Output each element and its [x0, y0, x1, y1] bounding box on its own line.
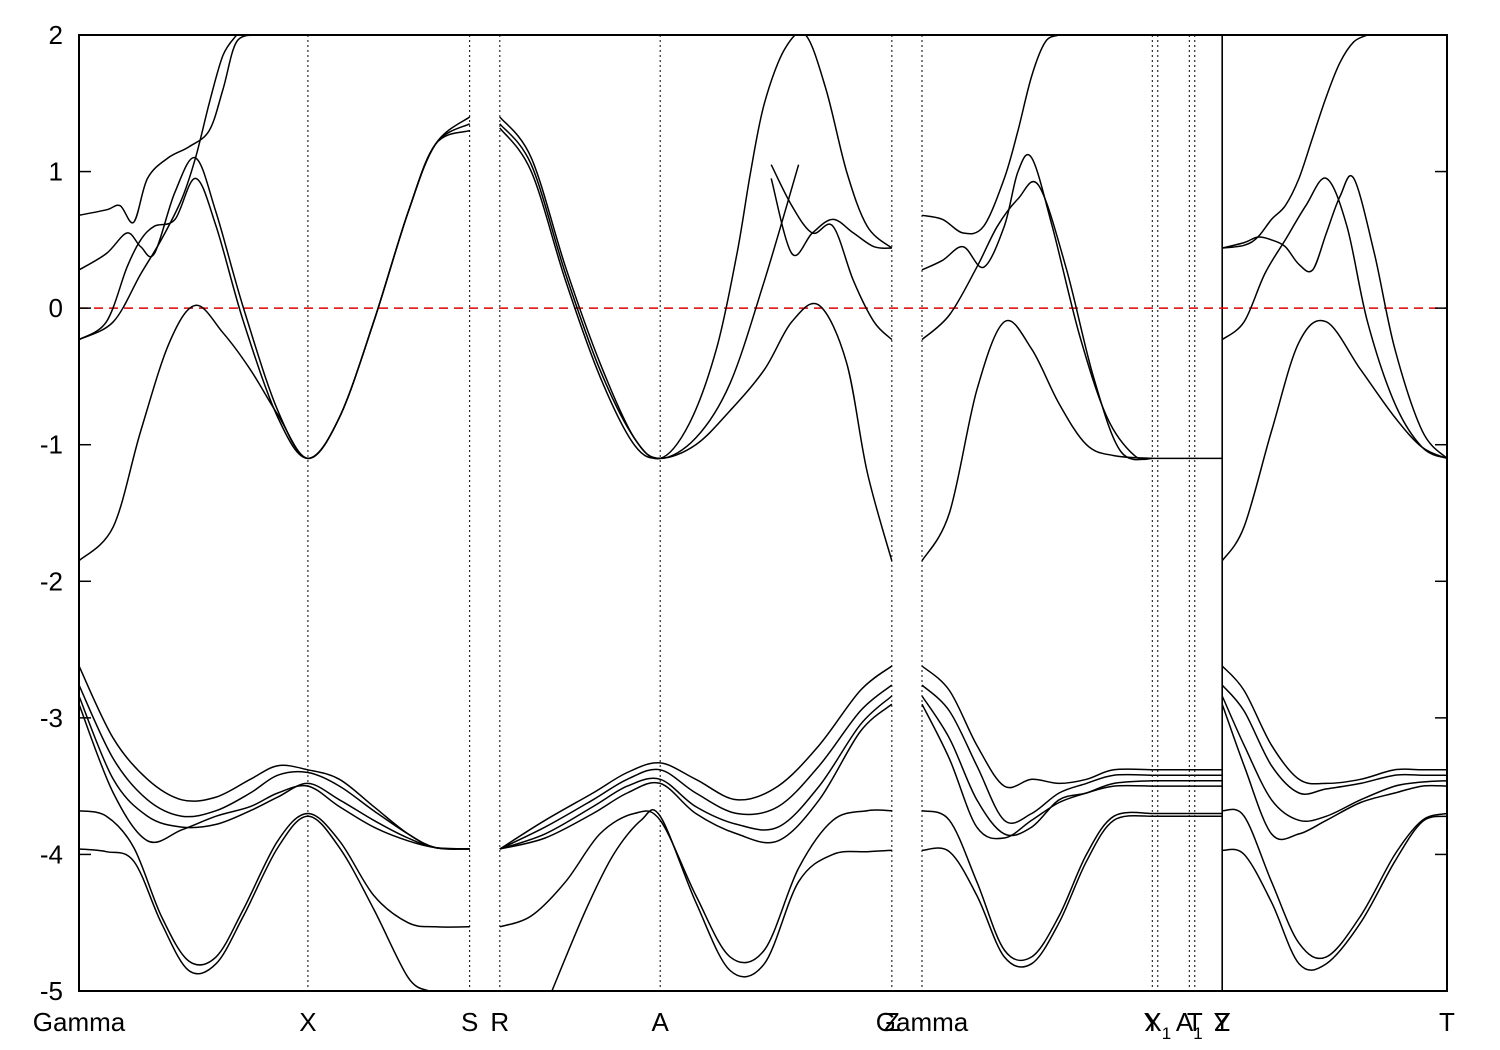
y-tick-label: -5 [40, 976, 63, 1006]
band-line [79, 129, 470, 460]
band-line [499, 127, 893, 562]
x-tick-label: X1 [1144, 1007, 1171, 1043]
band-line [79, 695, 470, 850]
x-tick-label: Gamma [33, 1007, 126, 1037]
y-tick-label: -1 [40, 430, 63, 460]
y-tick-label: -4 [40, 839, 63, 869]
x-tick-label: Z [1214, 1007, 1230, 1037]
band-line [770, 164, 893, 341]
band-line [79, 815, 429, 991]
band-line [79, 684, 470, 850]
band-line [79, 703, 470, 850]
band-line [921, 180, 1153, 461]
band-line [921, 665, 1153, 789]
x-tick-label: S [461, 1007, 478, 1037]
band-line [499, 703, 893, 850]
band-line [499, 116, 800, 460]
band-line [770, 178, 892, 257]
x-tick-label: X [299, 1007, 316, 1037]
y-tick-label: -2 [40, 566, 63, 596]
band-line [1221, 695, 1447, 823]
band-line [921, 153, 1153, 461]
x-tick-label: Z [884, 1007, 900, 1037]
band-line [499, 809, 892, 964]
band-line [921, 703, 1153, 840]
band-line [1222, 175, 1447, 459]
x-tick-label: T [1439, 1007, 1455, 1037]
band-line [1222, 35, 1368, 249]
band-line [1222, 815, 1447, 971]
band-line [1222, 808, 1447, 960]
y-axis-ticks: -5 -4 -3 -2 -1 0 1 2 [40, 20, 1447, 1006]
band-line [79, 123, 471, 460]
band-line [921, 319, 1153, 562]
x-tick-label: R [490, 1007, 509, 1037]
x-tick-subscript: 1 [1193, 1024, 1202, 1043]
band-line [79, 35, 258, 224]
band-line [1221, 319, 1447, 562]
band-line [1221, 703, 1447, 841]
x-tick-label: Gamma [876, 1007, 969, 1037]
band-line [79, 35, 238, 341]
band-line [921, 684, 1153, 824]
band-line [921, 814, 1153, 968]
y-tick-label: 0 [49, 293, 63, 323]
band-line [499, 684, 893, 850]
y-tick-label: 1 [49, 157, 63, 187]
band-line [499, 695, 893, 850]
band-line [551, 809, 892, 991]
x-tick-label: A [652, 1007, 670, 1037]
x-tick-label: Y [1144, 1007, 1161, 1037]
band-lines [79, 35, 1447, 991]
band-line [921, 809, 1153, 962]
x-tick-label: Y [1214, 1007, 1231, 1037]
x-tick-label: T [1187, 1007, 1203, 1037]
band-line [921, 695, 1153, 837]
band-line [921, 35, 1060, 235]
band-line [79, 665, 470, 850]
band-line [1221, 177, 1447, 460]
band-line [1221, 665, 1447, 785]
band-line [79, 116, 471, 562]
plot-frame [78, 34, 1448, 992]
kpoint-divider-lines [307, 35, 1223, 991]
band-line [1221, 684, 1447, 795]
y-tick-label: -3 [40, 703, 63, 733]
x-tick-subscript: 1 [1162, 1024, 1171, 1043]
band-line [499, 665, 893, 850]
band-line [499, 35, 893, 460]
band-line [79, 809, 470, 966]
y-tick-label: 2 [49, 20, 63, 50]
